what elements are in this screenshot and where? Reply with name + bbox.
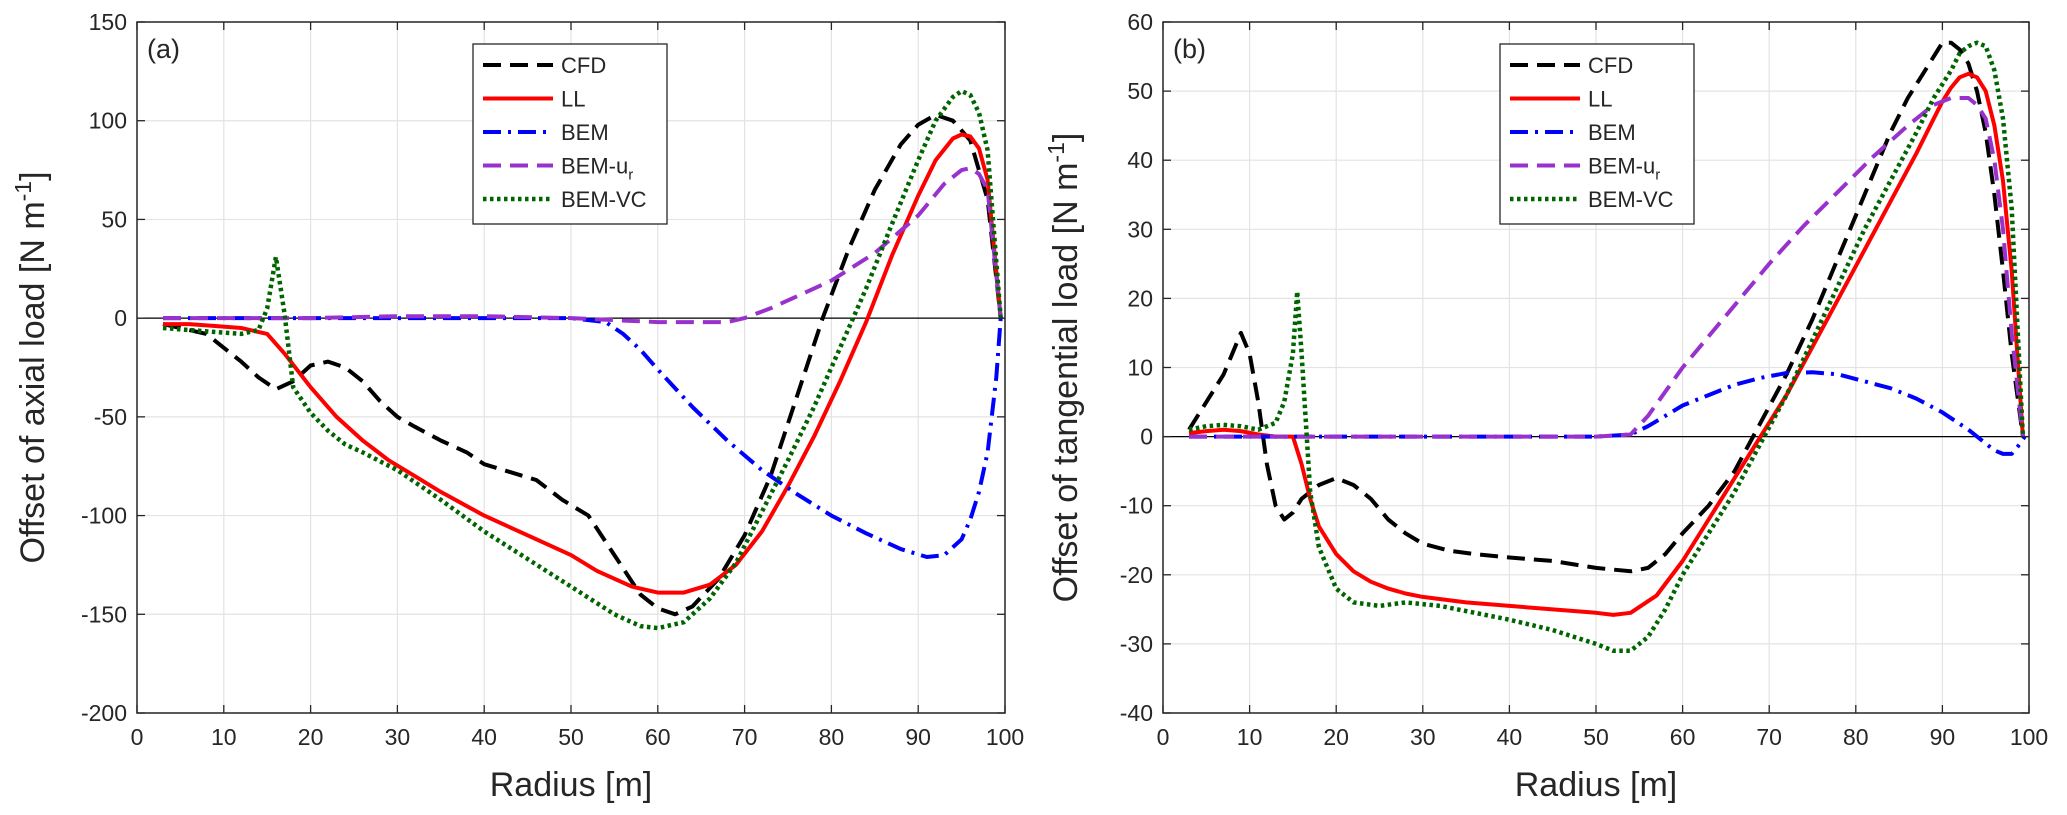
y-tick-label: 60 <box>1127 9 1153 35</box>
y-tick-label: 30 <box>1127 216 1153 242</box>
x-tick-label: 60 <box>645 724 671 750</box>
panel-a: 0 10 20 30 40 50 60 70 80 90 100 -200 -150 -100 -50 0 50… <box>10 9 1024 804</box>
x-tick-label: 40 <box>471 724 497 750</box>
legend-entry: BEM <box>1588 120 1636 145</box>
legend-box <box>472 43 668 225</box>
panel-label: (a) <box>147 34 180 64</box>
x-tick-label: 10 <box>211 724 237 750</box>
legend-entry: BEM <box>561 120 609 145</box>
x-tick-label: 90 <box>905 724 931 750</box>
x-tick-label: 100 <box>2010 724 2048 750</box>
series-line-bem <box>163 316 1003 559</box>
x-tick-label: 10 <box>1237 724 1263 750</box>
legend-box <box>1499 43 1695 225</box>
legend-entry: LL <box>561 87 585 112</box>
y-tick-label: 0 <box>1140 424 1153 450</box>
panel-b: 0 10 20 30 40 50 60 70 80 90 100 -40 -30 -20 -10 0 10 20 3… <box>1043 9 2048 804</box>
x-tick-label: 80 <box>1843 724 1869 750</box>
series-line-bem-vc <box>1188 40 2026 654</box>
series-group <box>1187 40 2027 654</box>
series-line-ll <box>163 132 1003 595</box>
ticks: 0 10 20 30 40 50 60 70 80 90 100 -40 -30 -20 -10 0 10 20 3… <box>1120 9 2048 750</box>
y-tick-label: -100 <box>81 503 127 529</box>
x-tick-label: 20 <box>298 724 324 750</box>
y-tick-label: 20 <box>1127 285 1153 311</box>
y-tick-label: 50 <box>1127 78 1153 104</box>
y-tick-label: 10 <box>1127 355 1153 381</box>
x-tick-label: 40 <box>1497 724 1523 750</box>
series-line-cfd <box>1187 40 2025 574</box>
series-line-bem <box>1189 370 2027 456</box>
x-tick-label: 100 <box>986 724 1024 750</box>
x-tick-label: 70 <box>732 724 758 750</box>
x-axis-label: Radius [m] <box>1515 766 1678 804</box>
x-tick-label: 30 <box>385 724 411 750</box>
y-tick-label: -40 <box>1120 700 1153 726</box>
legend-entry: CFD <box>561 53 606 78</box>
y-tick-label: -20 <box>1120 562 1153 588</box>
series-line-cfd <box>162 112 1003 617</box>
x-tick-label: 90 <box>1930 724 1956 750</box>
y-tick-label: -150 <box>81 601 127 627</box>
x-tick-label: 70 <box>1756 724 1782 750</box>
y-tick-label: 100 <box>89 108 127 134</box>
x-tick-label: 30 <box>1410 724 1436 750</box>
y-axis-label: Offset of axial load [N m-1] <box>10 171 52 563</box>
x-axis-label: Radius [m] <box>490 766 653 804</box>
y-axis-label: Offset of tangential load [N m-1] <box>1043 133 1085 603</box>
y-tick-label: -30 <box>1120 631 1153 657</box>
y-tick-label: -50 <box>94 404 127 430</box>
y-tick-label: 150 <box>89 9 127 35</box>
legend-entry: BEM-VC <box>1588 187 1674 212</box>
y-tick-label: 50 <box>101 206 127 232</box>
y-tick-label: 40 <box>1127 147 1153 173</box>
x-tick-label: 0 <box>131 724 144 750</box>
legend-entry: BEM-VC <box>561 187 647 212</box>
x-tick-label: 0 <box>1157 724 1170 750</box>
legend-entry: CFD <box>1588 53 1633 78</box>
x-tick-label: 20 <box>1323 724 1349 750</box>
y-tick-label: -10 <box>1120 493 1153 519</box>
series-group <box>162 88 1003 631</box>
x-tick-label: 80 <box>819 724 845 750</box>
ticks: 0 10 20 30 40 50 60 70 80 90 100 -200 -150 -100 -50 0 50… <box>81 9 1024 750</box>
y-tick-label: 0 <box>114 305 127 331</box>
y-tick-label: -200 <box>81 700 127 726</box>
series-line-bem-u-r <box>1189 96 2025 439</box>
series-line-bem-u-r <box>163 166 1003 325</box>
legend-entry: LL <box>1588 87 1612 112</box>
x-tick-label: 60 <box>1670 724 1696 750</box>
series-line-ll <box>1188 71 2025 617</box>
series-line-bem-vc <box>162 88 1003 631</box>
x-tick-label: 50 <box>1583 724 1609 750</box>
x-tick-label: 50 <box>558 724 584 750</box>
panel-label: (b) <box>1173 34 1206 64</box>
